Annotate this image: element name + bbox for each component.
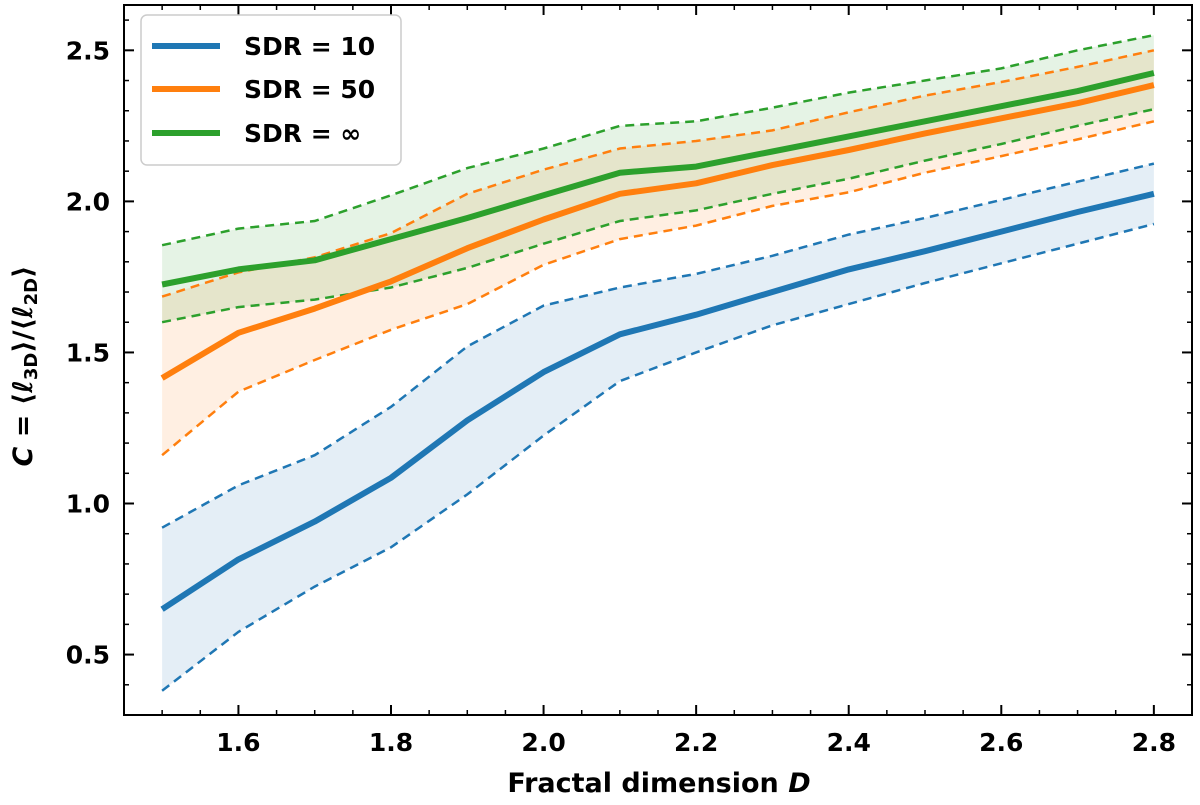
x-tick-label: 2.4 xyxy=(827,728,871,757)
legend: SDR = 10 SDR = 50 SDR = ∞ xyxy=(140,14,402,166)
y-tick-labels: 0.5 1.0 1.5 2.0 2.5 xyxy=(66,36,110,669)
lower-bound-sdr-10 xyxy=(161,222,1155,692)
lower-bound-sdr-50 xyxy=(161,120,1155,457)
x-tick-label: 2.6 xyxy=(979,728,1023,757)
line-sdr-10 xyxy=(160,190,1155,612)
y-tick-label: 1.0 xyxy=(66,490,110,519)
axis-ticks xyxy=(124,5,1192,715)
y-tick-label: 1.5 xyxy=(66,338,110,367)
legend-box xyxy=(140,14,402,166)
x-tick-label: 1.6 xyxy=(216,728,260,757)
lower-bound-sdr-inf xyxy=(161,107,1155,324)
band-sdr-50 xyxy=(162,50,1154,456)
legend-label-sdr-inf: SDR = ∞ xyxy=(244,119,361,148)
x-axis-title: Fractal dimension D xyxy=(507,768,810,799)
x-tick-label: 2.0 xyxy=(521,728,565,757)
legend-label-sdr-10: SDR = 10 xyxy=(244,32,375,61)
x-tick-label: 2.8 xyxy=(1132,728,1176,757)
line-sdr-inf xyxy=(161,70,1155,288)
y-tick-label: 0.5 xyxy=(66,641,110,670)
x-tick-label: 1.8 xyxy=(369,728,413,757)
band-sdr-inf xyxy=(162,35,1154,323)
y-tick-label: 2.0 xyxy=(66,187,110,216)
series-lines xyxy=(160,70,1155,612)
legend-label-sdr-50: SDR = 50 xyxy=(244,75,375,104)
y-tick-label: 2.5 xyxy=(66,36,110,65)
line-sdr-50 xyxy=(160,82,1155,381)
upper-bound-sdr-inf xyxy=(161,33,1155,247)
upper-bound-sdr-50 xyxy=(161,49,1155,298)
upper-bound-sdr-10 xyxy=(161,162,1155,529)
x-tick-label: 2.2 xyxy=(674,728,718,757)
bound-lines xyxy=(161,33,1155,692)
x-tick-labels: 1.6 1.8 2.0 2.2 2.4 2.6 2.8 xyxy=(216,728,1176,757)
y-axis-title: C = ⟨ℓ3D⟩/⟨ℓ2D⟩ xyxy=(8,266,42,467)
